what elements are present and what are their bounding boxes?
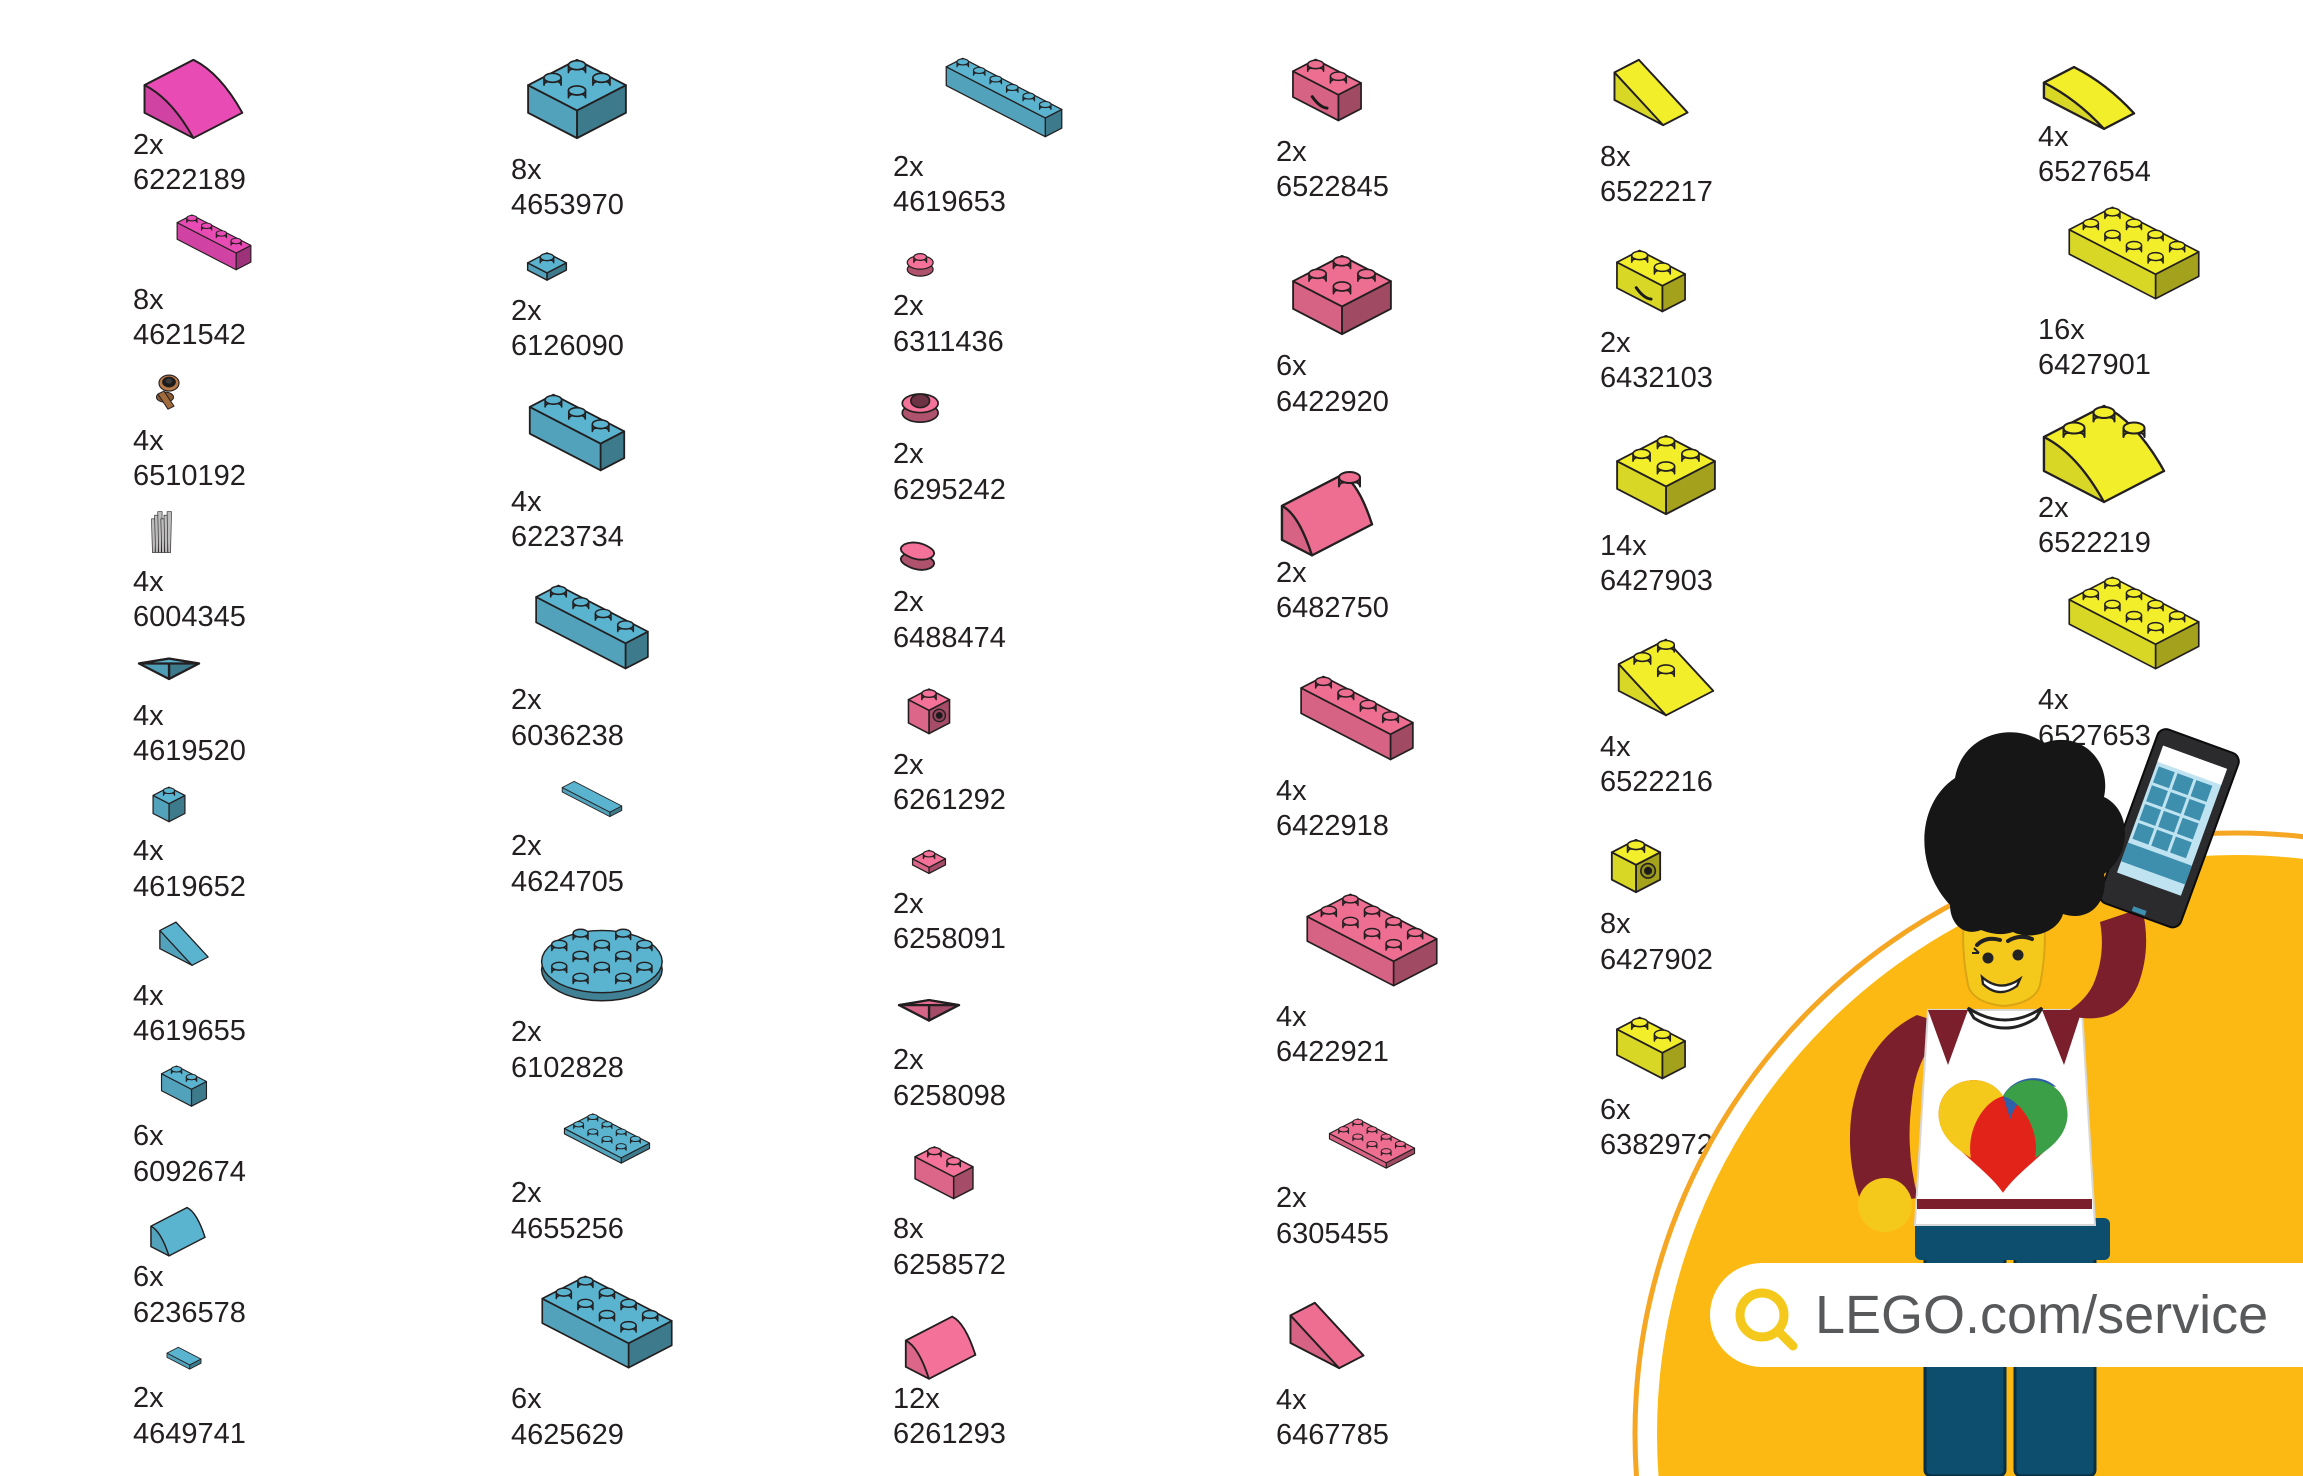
svg-text:LEGO.com/service: LEGO.com/service xyxy=(1815,1285,2268,1345)
